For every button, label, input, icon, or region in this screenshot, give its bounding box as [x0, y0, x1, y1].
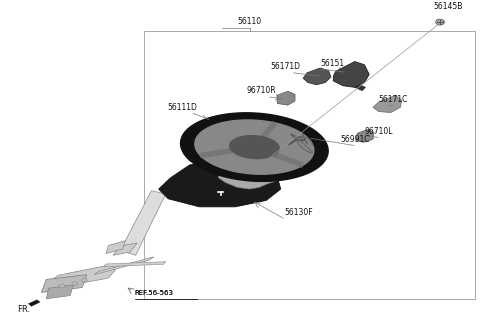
Polygon shape — [277, 91, 295, 105]
Text: 56111D: 56111D — [168, 103, 197, 112]
Text: 56171D: 56171D — [270, 62, 300, 71]
Polygon shape — [41, 275, 87, 292]
Polygon shape — [46, 285, 73, 299]
Polygon shape — [94, 257, 154, 275]
Polygon shape — [373, 95, 402, 112]
Polygon shape — [218, 162, 283, 189]
Text: REF.56-563: REF.56-563 — [135, 290, 174, 296]
Polygon shape — [195, 120, 314, 174]
Polygon shape — [356, 129, 374, 142]
Polygon shape — [355, 85, 365, 91]
Text: 56171C: 56171C — [378, 95, 408, 104]
Text: FR.: FR. — [17, 305, 31, 314]
Polygon shape — [46, 264, 116, 289]
Text: 96710R: 96710R — [247, 86, 276, 95]
Polygon shape — [333, 61, 369, 87]
Text: 56145B: 56145B — [433, 3, 463, 11]
Circle shape — [59, 284, 65, 288]
Text: REF.56-563: REF.56-563 — [135, 290, 174, 296]
Text: 96710L: 96710L — [364, 127, 393, 136]
Text: 56110: 56110 — [238, 17, 262, 26]
Text: 56130F: 56130F — [284, 208, 312, 217]
Text: 56991C: 56991C — [340, 135, 370, 144]
Bar — [144, 31, 475, 299]
Polygon shape — [303, 68, 331, 85]
Polygon shape — [113, 243, 137, 255]
Polygon shape — [158, 162, 281, 207]
Polygon shape — [120, 191, 166, 255]
Circle shape — [436, 19, 444, 25]
Circle shape — [72, 282, 78, 285]
Polygon shape — [180, 113, 328, 181]
Polygon shape — [28, 300, 40, 306]
Circle shape — [82, 278, 87, 282]
Polygon shape — [104, 262, 166, 267]
Polygon shape — [106, 241, 125, 254]
Text: 56151: 56151 — [321, 59, 345, 68]
Polygon shape — [229, 136, 279, 159]
